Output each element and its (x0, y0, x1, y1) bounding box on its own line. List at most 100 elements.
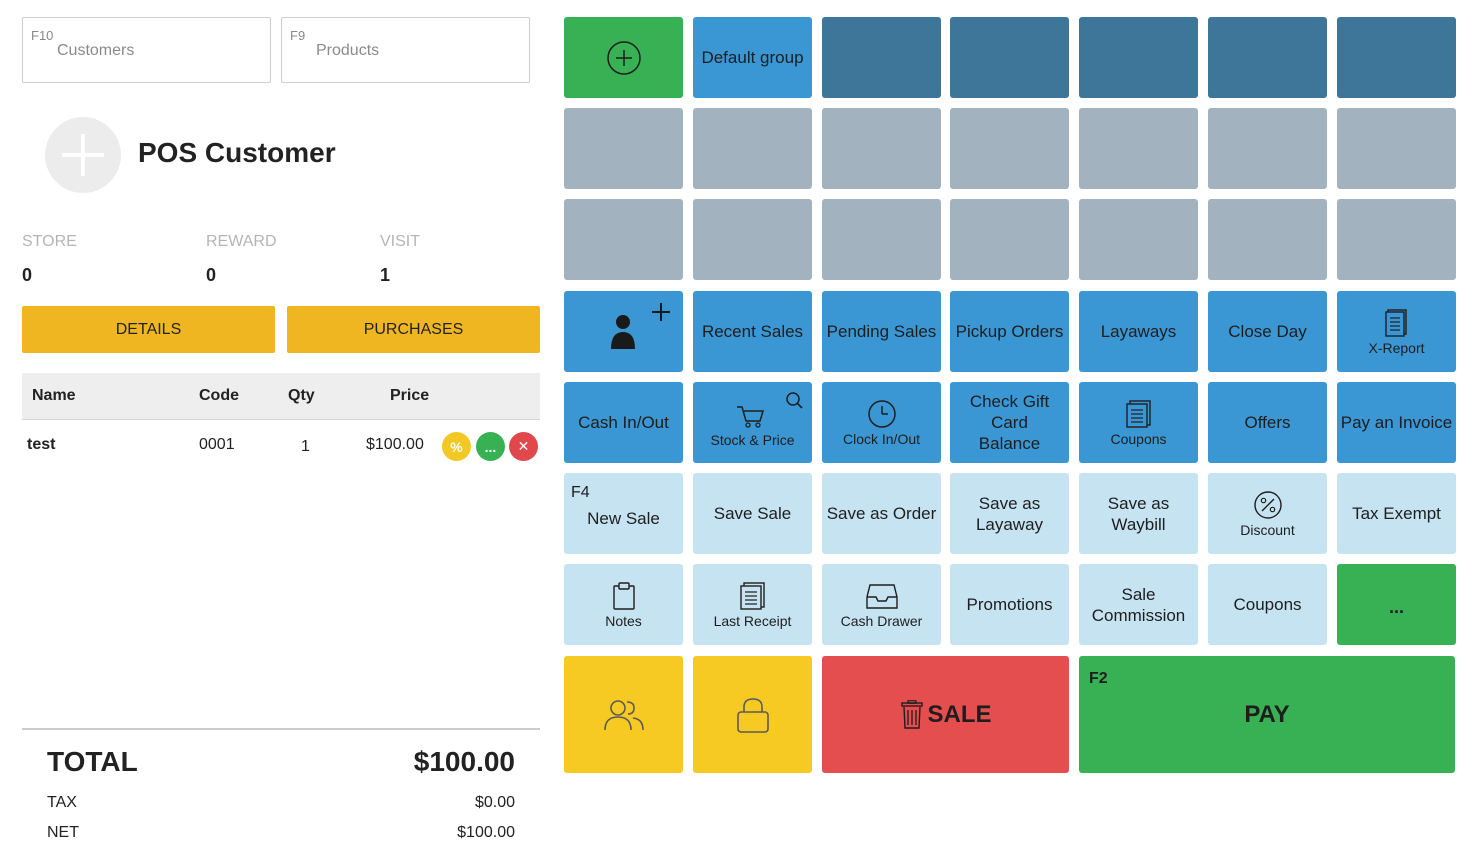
close-day-button[interactable]: Close Day (1208, 291, 1327, 372)
product-slot[interactable] (1337, 199, 1456, 280)
promotions-button[interactable]: Promotions (950, 564, 1069, 645)
coupons-button[interactable]: Coupons (1208, 564, 1327, 645)
stat-reward-label: REWARD (206, 233, 277, 250)
product-slot[interactable] (693, 199, 812, 280)
discount-label: Discount (1240, 521, 1295, 538)
customer-name: POS Customer (138, 137, 336, 168)
group-slot[interactable] (1208, 17, 1327, 98)
receipt-icon (739, 581, 765, 610)
save-sale-button[interactable]: Save Sale (693, 473, 812, 554)
products-shortcut: F9 (290, 28, 306, 43)
check-gift-card-button[interactable]: Check Gift Card Balance (950, 382, 1069, 463)
product-slot[interactable] (1079, 199, 1198, 280)
save-as-layaway-button[interactable]: Save as Layaway (950, 473, 1069, 554)
col-code: Code (199, 387, 239, 404)
net-label: NET (47, 824, 79, 841)
cash-drawer-button[interactable]: Cash Drawer (822, 564, 941, 645)
group-slot[interactable] (950, 17, 1069, 98)
layaways-label: Layaways (1100, 322, 1177, 341)
product-slot[interactable] (950, 199, 1069, 280)
save-as-layaway-label: Save as Layaway (975, 493, 1044, 534)
stock-price-label: Stock & Price (710, 431, 795, 448)
product-slot[interactable] (693, 108, 812, 189)
pay-button[interactable]: F2 PAY (1079, 656, 1455, 773)
recent-sales-button[interactable]: Recent Sales (693, 291, 812, 372)
item-name: test (27, 436, 56, 453)
delete-sale-button[interactable]: SALE (822, 656, 1069, 773)
product-slot[interactable] (822, 199, 941, 280)
pay-shortcut: F2 (1089, 670, 1108, 687)
sale-commission-button[interactable]: Sale Commission (1079, 564, 1198, 645)
product-slot[interactable] (564, 108, 683, 189)
pickup-orders-button[interactable]: Pickup Orders (950, 291, 1069, 372)
product-slot[interactable] (950, 108, 1069, 189)
default-group-label: Default group (701, 48, 804, 67)
products-search[interactable]: F9 Products (281, 17, 530, 83)
pay-invoice-button[interactable]: Pay an Invoice (1337, 382, 1456, 463)
add-customer-icon (611, 303, 670, 349)
discount-icon (1253, 490, 1282, 519)
product-slot[interactable] (1079, 108, 1198, 189)
group-slot[interactable] (1337, 17, 1456, 98)
more-button[interactable]: ... (1337, 564, 1456, 645)
delete-sale-label: SALE (927, 701, 992, 728)
cash-drawer-label: Cash Drawer (840, 612, 923, 629)
users-icon (603, 699, 644, 730)
save-as-order-button[interactable]: Save as Order (822, 473, 941, 554)
customer-avatar-add-icon[interactable] (45, 117, 121, 193)
last-receipt-button[interactable]: Last Receipt (693, 564, 812, 645)
add-group-button[interactable] (564, 17, 683, 98)
product-slot[interactable] (1337, 108, 1456, 189)
trash-icon (901, 699, 924, 729)
last-receipt-label: Last Receipt (713, 612, 792, 629)
item-discount-button[interactable]: % (442, 432, 471, 461)
item-price: $100.00 (366, 436, 424, 453)
products-placeholder: Products (316, 42, 380, 59)
new-sale-button[interactable]: F4 New Sale (564, 473, 683, 554)
purchases-button[interactable]: PURCHASES (287, 306, 540, 353)
coupons-small-label: Coupons (1110, 430, 1167, 447)
customers-search[interactable]: F10 Customers (22, 17, 271, 83)
pending-sales-button[interactable]: Pending Sales (822, 291, 941, 372)
details-button[interactable]: DETAILS (22, 306, 275, 353)
group-slot[interactable] (1079, 17, 1198, 98)
group-slot[interactable] (822, 17, 941, 98)
sale-commission-label: Sale Commission (1091, 584, 1186, 625)
save-as-order-label: Save as Order (826, 504, 937, 523)
cart-search-icon (737, 391, 803, 428)
discount-button[interactable]: Discount (1208, 473, 1327, 554)
cart-table-header: Name Code Qty Price (22, 373, 540, 420)
switch-user-button[interactable] (564, 656, 683, 773)
layaways-button[interactable]: Layaways (1079, 291, 1198, 372)
tax-label: TAX (47, 794, 77, 811)
notes-button[interactable]: Notes (564, 564, 683, 645)
clock-in-out-button[interactable]: Clock In/Out (822, 382, 941, 463)
tax-exempt-button[interactable]: Tax Exempt (1337, 473, 1456, 554)
save-as-waybill-button[interactable]: Save as Waybill (1079, 473, 1198, 554)
cash-drawer-icon (865, 583, 898, 609)
default-group-button[interactable]: Default group (693, 17, 812, 98)
product-slot[interactable] (564, 199, 683, 280)
add-customer-button[interactable] (564, 291, 683, 372)
product-slot[interactable] (1208, 199, 1327, 280)
close-day-label: Close Day (1228, 322, 1307, 341)
table-row[interactable]: test 0001 1 $100.00 % ... ✕ (22, 420, 540, 472)
x-report-button[interactable]: X-Report (1337, 291, 1456, 372)
offers-button[interactable]: Offers (1208, 382, 1327, 463)
more-label: ... (1388, 597, 1404, 617)
lock-icon (736, 697, 769, 733)
coupons-small-button[interactable]: Coupons (1079, 382, 1198, 463)
product-slot[interactable] (1208, 108, 1327, 189)
cash-in-out-button[interactable]: Cash In/Out (564, 382, 683, 463)
col-qty: Qty (288, 387, 315, 404)
x-report-icon (1384, 308, 1407, 337)
lock-button[interactable] (693, 656, 812, 773)
item-more-button[interactable]: ... (476, 432, 505, 461)
recent-sales-label: Recent Sales (701, 322, 804, 341)
stock-price-button[interactable]: Stock & Price (693, 382, 812, 463)
item-remove-button[interactable]: ✕ (509, 432, 538, 461)
product-slot[interactable] (822, 108, 941, 189)
new-sale-label: New Sale (587, 509, 660, 528)
save-sale-label: Save Sale (713, 504, 792, 523)
item-qty[interactable]: 1 (301, 438, 310, 455)
